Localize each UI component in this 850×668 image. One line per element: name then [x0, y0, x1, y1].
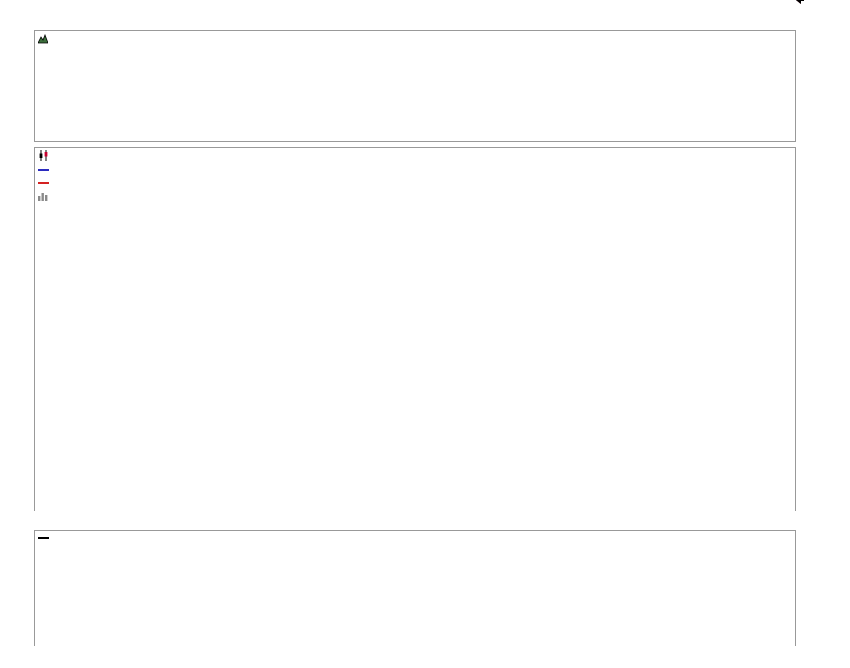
ma50-line-icon	[38, 169, 49, 171]
macd-canvas	[35, 531, 795, 645]
macd-line-icon	[38, 537, 49, 539]
volume-bars-icon	[38, 191, 48, 204]
rsi-icon	[37, 33, 49, 47]
x-axis-mid	[35, 510, 795, 531]
price-legend-title	[38, 150, 52, 164]
rsi-legend	[37, 33, 55, 47]
macd-legend	[38, 532, 64, 545]
rsi-canvas	[35, 31, 795, 141]
x-axis-bottom	[35, 645, 795, 668]
ma50-legend	[38, 164, 52, 177]
price-canvas	[35, 148, 795, 510]
chart-title	[35, 2, 45, 21]
right-axis	[799, 0, 849, 668]
volume-legend	[38, 190, 51, 204]
rsi-panel	[34, 30, 796, 142]
volume-axis	[0, 0, 32, 668]
ma200-line-icon	[38, 182, 49, 184]
macd-panel	[34, 530, 796, 646]
candlestick-icon	[38, 150, 49, 164]
macd-line-callout	[796, 0, 804, 4]
ma200-legend	[38, 177, 52, 190]
price-panel	[34, 147, 796, 511]
